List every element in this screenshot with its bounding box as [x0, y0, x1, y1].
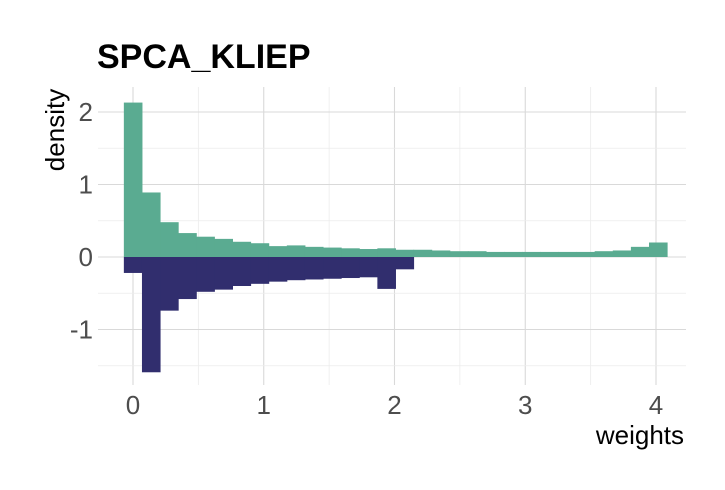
chart-title: SPCA_KLIEP — [97, 38, 311, 76]
histogram-bar-lower — [232, 257, 252, 286]
x-tick-label: 4 — [649, 390, 663, 420]
histogram-bar-lower — [214, 257, 234, 290]
histogram-bar-lower — [160, 257, 179, 311]
histogram-bar-upper — [431, 250, 451, 257]
histogram-bar-lower — [268, 257, 288, 282]
histogram-bar-upper — [576, 251, 596, 257]
histogram-bar-lower — [141, 257, 161, 373]
histogram-bar-upper — [160, 222, 179, 257]
histogram-bar-upper — [286, 245, 306, 257]
histogram-bar-upper — [214, 238, 234, 257]
histogram-bar-upper — [123, 102, 143, 257]
histogram-bar-upper — [323, 247, 342, 257]
histogram-bar-upper — [486, 251, 505, 257]
y-tick-label: 0 — [79, 242, 93, 272]
histogram-bar-upper — [341, 248, 360, 257]
histogram-bar-lower — [196, 257, 215, 292]
histogram-bar-upper — [141, 192, 161, 257]
histogram-bar-upper — [540, 251, 559, 257]
x-tick-label: 3 — [518, 390, 532, 420]
histogram-bar-lower — [304, 257, 324, 280]
histogram-bar-upper — [594, 251, 614, 257]
y-tick-label: 2 — [79, 97, 93, 127]
histogram-bar-upper — [558, 251, 578, 257]
x-axis-label: weights — [595, 420, 684, 450]
histogram-bar-lower — [359, 257, 378, 278]
histogram-bar-upper — [449, 251, 469, 257]
histogram-bar-lower — [323, 257, 342, 279]
x-tick-label: 0 — [126, 390, 140, 420]
histogram-bar-upper — [250, 243, 270, 257]
histogram-bar-upper — [304, 246, 324, 257]
y-tick-label: 1 — [79, 170, 93, 200]
histogram-bar-upper — [630, 246, 650, 257]
histogram-bar-upper — [395, 249, 415, 257]
histogram-bar-lower — [341, 257, 360, 279]
histogram-bar-upper — [232, 241, 252, 257]
histogram-bar-upper — [377, 248, 396, 257]
histogram-bar-lower — [178, 257, 197, 300]
histogram-bar-upper — [359, 249, 378, 257]
histogram-bar-upper — [649, 242, 668, 257]
histogram-bar-lower — [377, 257, 396, 289]
x-tick-label: 2 — [387, 390, 401, 420]
histogram-bar-upper — [522, 251, 541, 257]
x-tick-label: 1 — [257, 390, 271, 420]
histogram-bar-lower — [250, 257, 270, 284]
y-axis-label: density — [40, 89, 70, 171]
histogram-bar-upper — [196, 236, 215, 257]
histogram-bar-upper — [268, 246, 288, 257]
histogram-bar-upper — [467, 251, 487, 257]
y-tick-label: -1 — [70, 315, 93, 345]
histogram-bar-lower — [123, 257, 143, 273]
histogram-bar-upper — [413, 249, 433, 257]
histogram-bar-lower — [286, 257, 306, 281]
histogram-bar-upper — [178, 233, 197, 257]
histogram-bar-lower — [395, 257, 415, 270]
histogram-bar-upper — [612, 250, 632, 257]
histogram-bars — [123, 102, 668, 373]
x-tick-labels: 0 1 2 3 4 — [126, 390, 663, 420]
histogram-bar-upper — [504, 251, 523, 257]
y-tick-labels: 2 1 0 -1 — [70, 97, 93, 345]
